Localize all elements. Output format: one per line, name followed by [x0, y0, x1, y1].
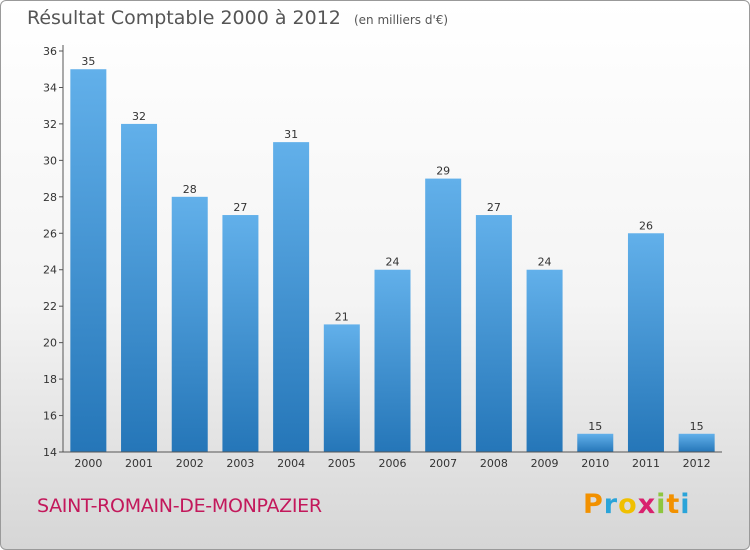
y-tick-label: 32 — [43, 118, 57, 131]
data-label: 27 — [233, 201, 247, 214]
logo-letter: i — [680, 489, 691, 520]
x-tick-label: 2008 — [480, 457, 508, 470]
y-tick-label: 34 — [43, 81, 57, 94]
x-tick-label: 2006 — [379, 457, 407, 470]
commune-name: SAINT-ROMAIN-DE-MONPAZIER — [37, 495, 322, 517]
bar — [121, 123, 158, 452]
bar — [526, 269, 563, 452]
y-tick-label: 30 — [43, 154, 57, 167]
data-label: 21 — [335, 310, 349, 323]
y-tick-label: 14 — [43, 446, 57, 459]
data-label: 26 — [639, 219, 653, 232]
chart-title: Résultat Comptable 2000 à 2012 (en milli… — [27, 7, 448, 29]
x-tick-label: 2007 — [429, 457, 457, 470]
chart-title-text: Résultat Comptable 2000 à 2012 — [27, 7, 341, 29]
axis-layer: 2000 2001 2002 2003 2004 2005 2006 2007 2008 2009… — [43, 45, 722, 470]
x-tick-label: 2005 — [328, 457, 356, 470]
logo-letter: P — [583, 489, 604, 520]
y-tick-label: 20 — [43, 337, 57, 350]
data-label: 35 — [81, 55, 95, 68]
y-tick-label: 24 — [43, 264, 57, 277]
data-label: 32 — [132, 110, 146, 123]
data-label: 31 — [284, 128, 298, 141]
x-tick-label: 2010 — [581, 457, 609, 470]
y-tick-label: 28 — [43, 191, 57, 204]
y-tick-label: 22 — [43, 300, 57, 313]
bar — [171, 196, 208, 452]
x-tick-label: 2009 — [531, 457, 559, 470]
data-label: 29 — [436, 165, 450, 178]
y-tick-label: 18 — [43, 373, 57, 386]
data-label: 24 — [538, 256, 552, 269]
x-tick-label: 2011 — [632, 457, 660, 470]
bar — [323, 324, 360, 452]
bar — [678, 433, 715, 452]
logo-letter: t — [666, 489, 681, 520]
x-tick-label: 2003 — [226, 457, 254, 470]
data-label: 24 — [386, 256, 400, 269]
x-tick-label: 2001 — [125, 457, 153, 470]
bars-layer: 35 32 28 27 31 21 24 29 27 24 15 26 15 — [70, 55, 715, 453]
x-tick-label: 2000 — [74, 457, 102, 470]
y-tick-label: 16 — [43, 410, 57, 423]
bar — [425, 178, 462, 452]
logo-letter: r — [603, 489, 619, 520]
x-tick-label: 2002 — [176, 457, 204, 470]
data-label: 15 — [588, 420, 602, 433]
logo-letter: o — [618, 489, 638, 520]
bar — [273, 142, 310, 453]
x-tick-label: 2004 — [277, 457, 305, 470]
data-label: 28 — [183, 183, 197, 196]
bar — [475, 215, 512, 452]
logo-letter: x — [637, 489, 657, 520]
bar — [222, 215, 259, 452]
x-tick-label: 2012 — [683, 457, 711, 470]
bar — [627, 233, 664, 452]
bar — [374, 269, 411, 452]
y-tick-label: 26 — [43, 227, 57, 240]
y-tick-label: 36 — [43, 45, 57, 58]
proxiti-logo[interactable]: Proxiti — [583, 489, 691, 520]
chart-unit: (en milliers d'€) — [353, 13, 449, 27]
bar — [70, 69, 107, 453]
bar — [577, 433, 614, 452]
data-label: 27 — [487, 201, 501, 214]
logo-letter: i — [656, 489, 667, 520]
data-label: 15 — [690, 420, 704, 433]
